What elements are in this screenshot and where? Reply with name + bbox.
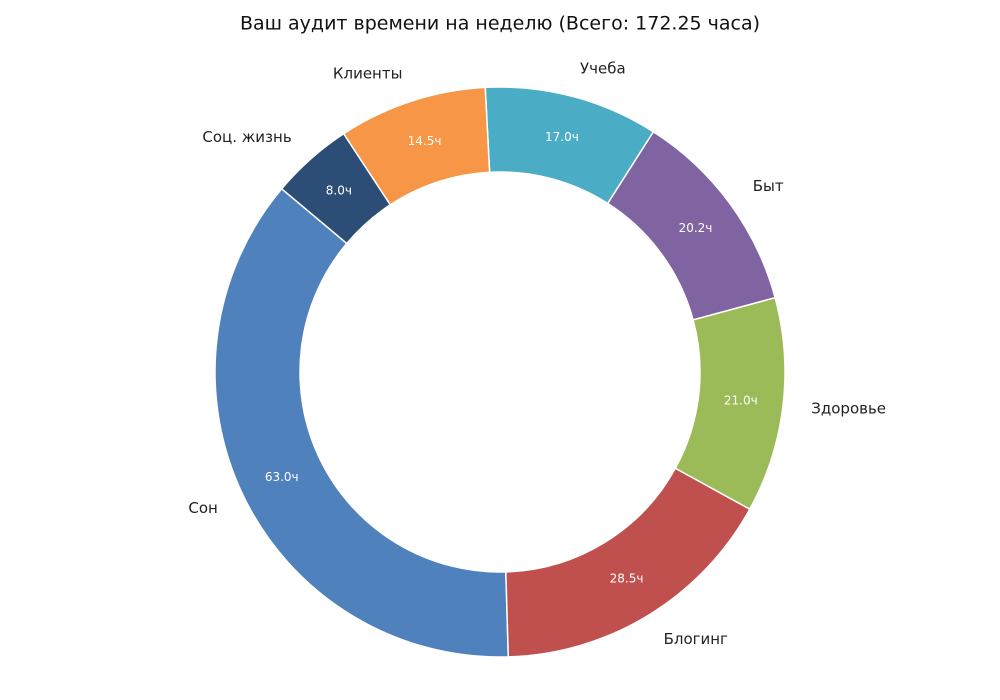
category-label: Сон [188,499,217,517]
value-label: 63.0ч [265,470,299,484]
category-label: Быт [753,177,784,195]
category-label: Клиенты [333,65,403,83]
category-label: Блогинг [664,630,728,648]
donut-segment [505,467,751,658]
category-label: Здоровье [811,400,886,418]
category-label: Учеба [580,59,626,77]
value-label: 17.0ч [545,130,579,144]
value-label: 20.2ч [679,221,713,235]
value-label: 14.5ч [408,134,442,148]
chart-title: Ваш аудит времени на неделю (Всего: 172.… [240,13,760,35]
category-label: Соц. жизнь [202,128,291,146]
donut-segment [214,187,510,658]
donut-segment [280,132,392,245]
value-label: 28.5ч [610,571,644,585]
value-label: 8.0ч [326,183,352,197]
value-label: 21.0ч [724,393,758,407]
